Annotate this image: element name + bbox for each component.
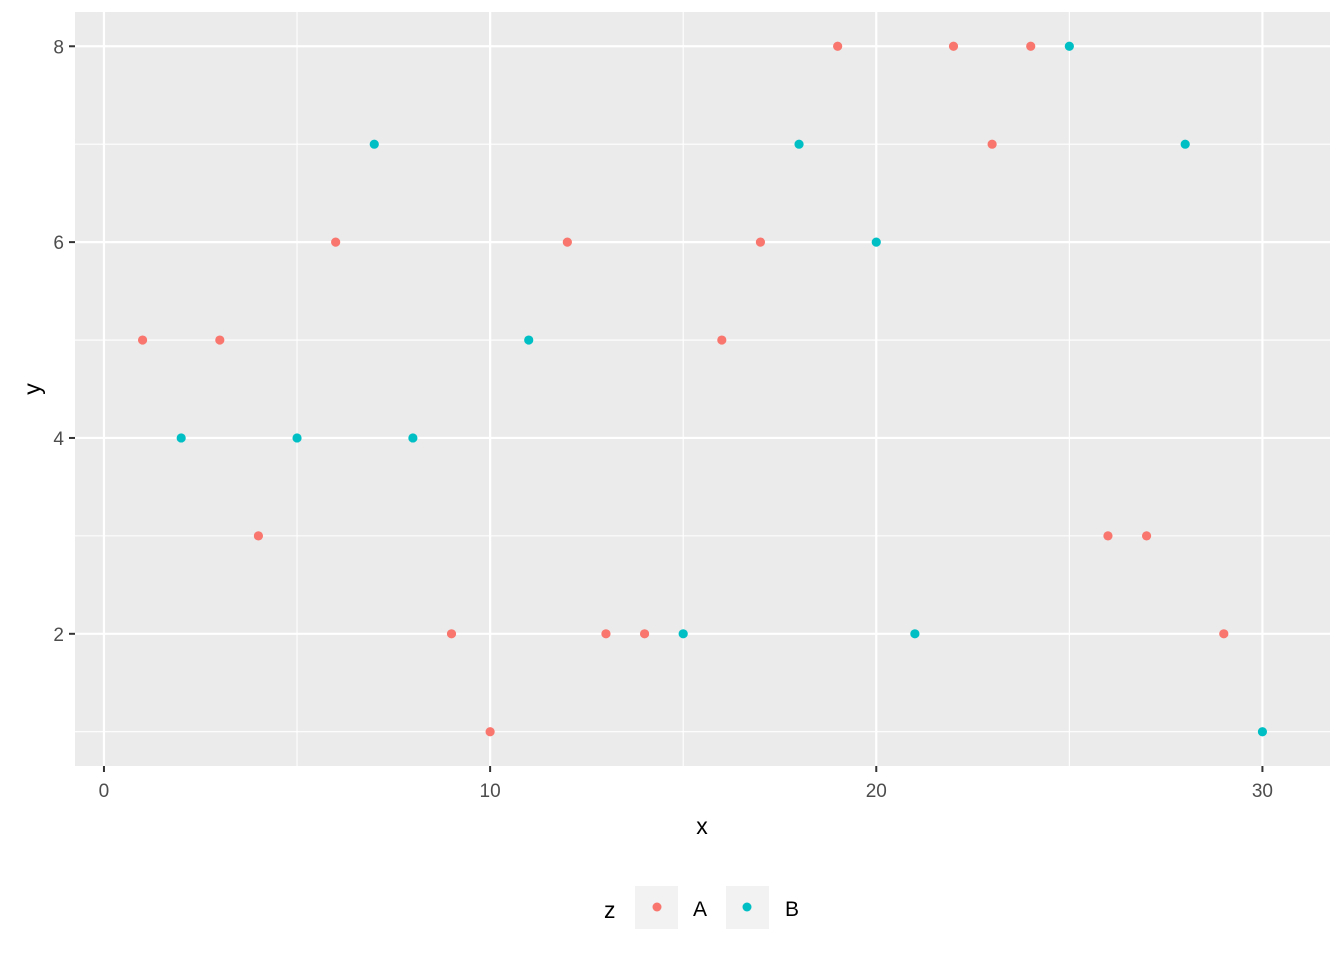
legend-title: z [604,897,616,923]
point-a [1141,531,1152,541]
point-a [1103,531,1113,541]
x-axis-title: x [696,813,708,839]
minor-grid [75,12,1330,766]
point-b [1180,139,1190,149]
point-a [1026,41,1036,51]
point-b [910,629,920,639]
y-axis-title: y [19,383,45,395]
y-tick-label: 6 [53,233,64,254]
y-tick-label: 4 [53,429,64,450]
legend: z A B [604,886,799,929]
point-a [755,237,766,247]
legend-dot-a [652,902,662,912]
point-b [524,335,534,345]
point-a [562,237,572,247]
point-b [1064,41,1074,51]
point-a [833,41,843,51]
x-tick-label: 10 [480,781,501,802]
point-a [253,531,264,541]
point-a [446,629,457,639]
point-a [717,335,727,345]
point-b [408,433,418,443]
point-a [639,629,650,639]
legend-label-a: A [693,898,707,921]
y-tick-label: 8 [53,37,64,58]
point-b [369,139,379,149]
point-a [485,727,495,737]
x-tick-label: 30 [1252,781,1273,802]
axis-tick-labels: 0 10 20 30 2 4 6 8 [53,37,1273,802]
major-grid [75,12,1330,766]
point-b [871,237,881,247]
point-b [678,629,688,639]
y-tick-label: 2 [53,625,64,646]
point-b [176,433,186,443]
point-a [601,629,611,639]
x-tick-label: 0 [99,781,110,802]
point-a [948,41,959,51]
point-a [331,237,341,247]
point-a [137,335,148,345]
point-a [1219,629,1229,639]
point-b [794,139,804,149]
point-b [292,433,302,443]
point-a [987,139,997,149]
legend-dot-b [742,902,752,912]
point-a [215,335,225,345]
plot-panel [75,12,1330,766]
point-b [1257,727,1268,737]
x-tick-label: 20 [866,781,887,802]
data-points [137,41,1268,737]
legend-label-b: B [785,898,799,921]
axis-ticks [69,45,1264,772]
